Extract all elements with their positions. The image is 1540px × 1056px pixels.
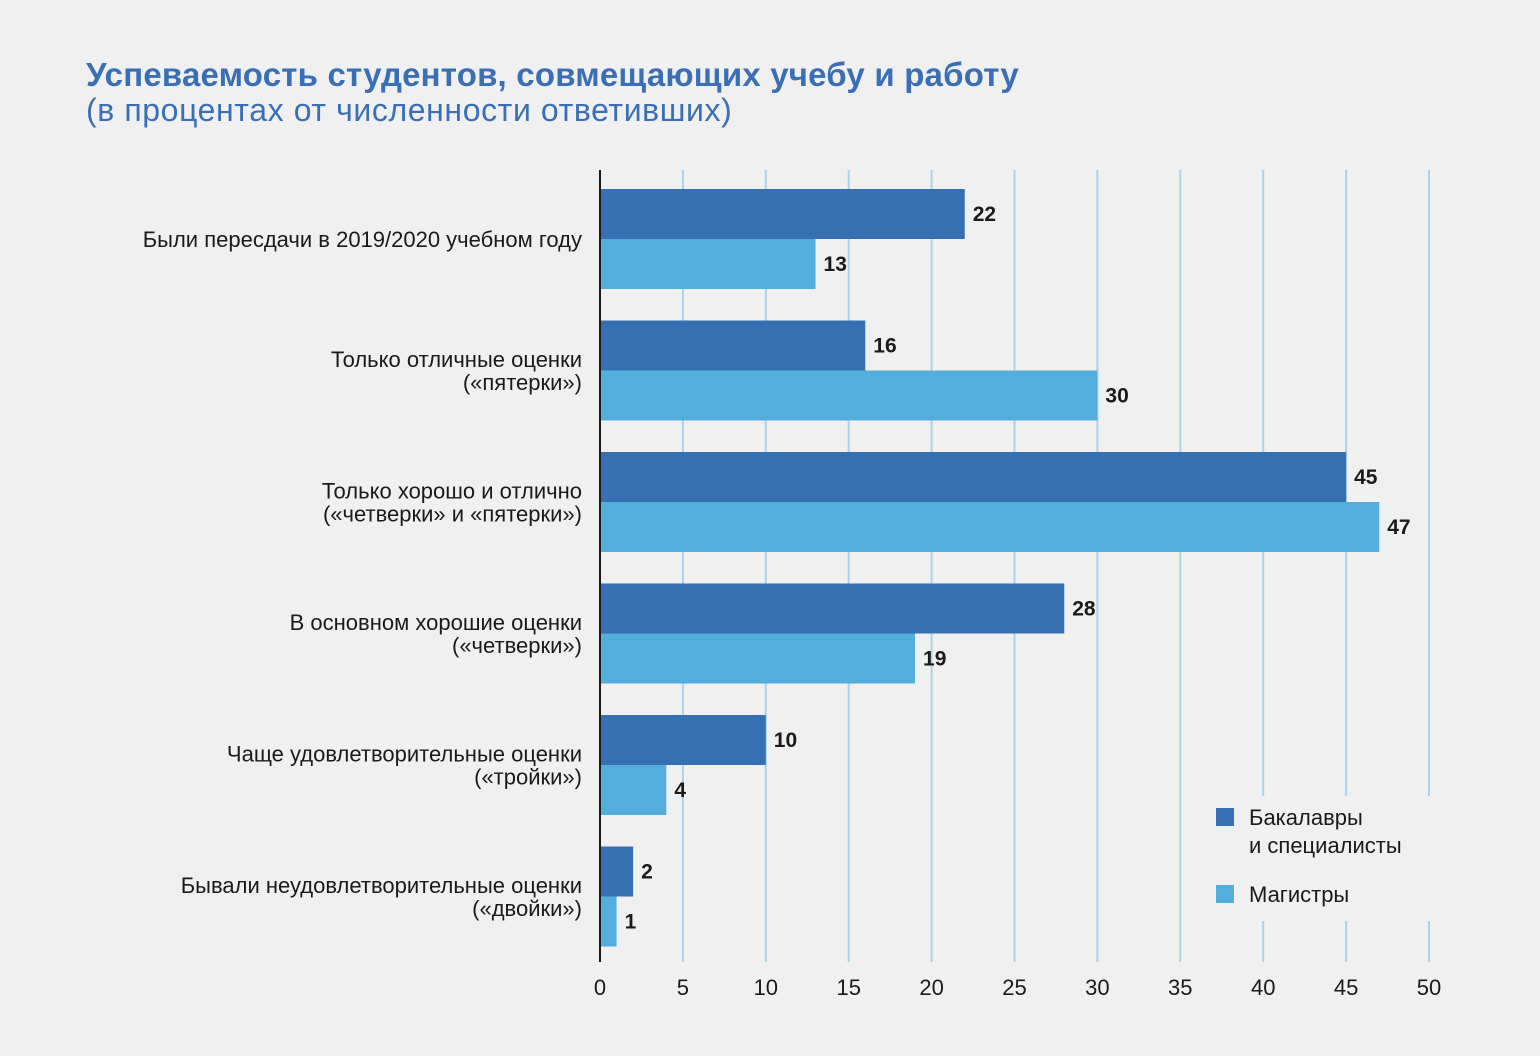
x-tick-label-25: 25	[1002, 975, 1026, 1000]
bar-masters-3	[600, 633, 916, 684]
legend-label-masters: Магистры	[1249, 882, 1349, 907]
value-label-bachelors-4: 10	[774, 729, 797, 752]
value-label-masters-1: 30	[1105, 385, 1128, 408]
x-tick-label-10: 10	[754, 975, 778, 1000]
category-label-5-line-1: («двойки»)	[472, 896, 582, 921]
bar-bachelors-5	[600, 846, 634, 897]
value-label-bachelors-1: 16	[873, 335, 896, 358]
value-label-bachelors-5: 2	[641, 861, 653, 884]
bar-bachelors-0	[600, 189, 965, 239]
bar-masters-1	[600, 370, 1098, 421]
value-label-bachelors-0: 22	[973, 203, 996, 226]
value-label-masters-2: 47	[1387, 516, 1410, 539]
legend-background	[1206, 796, 1446, 921]
value-label-bachelors-2: 45	[1354, 466, 1378, 489]
x-tick-label-35: 35	[1168, 975, 1192, 1000]
value-label-masters-3: 19	[923, 648, 946, 671]
bar-masters-0	[600, 239, 816, 289]
x-tick-label-45: 45	[1334, 975, 1358, 1000]
legend-label-bachelors-line-0: Бакалавры	[1249, 805, 1363, 830]
category-label-3-line-0: В основном хорошие оценки	[290, 610, 582, 635]
category-label-2-line-0: Только хорошо и отлично	[322, 479, 582, 504]
x-tick-label-30: 30	[1085, 975, 1109, 1000]
x-tick-label-5: 5	[677, 975, 689, 1000]
value-label-masters-4: 4	[674, 779, 686, 802]
x-tick-label-40: 40	[1251, 975, 1275, 1000]
chart-title: Успеваемость студентов, совмещающих учеб…	[86, 56, 1019, 93]
category-label-0: Были пересдачи в 2019/2020 учебном году	[143, 227, 582, 252]
legend-swatch-masters	[1216, 885, 1234, 903]
bar-bachelors-4	[600, 715, 766, 765]
bar-bachelors-1	[600, 320, 866, 371]
category-label-3-line-1: («четверки»)	[452, 633, 582, 658]
bar-masters-4	[600, 765, 667, 815]
x-tick-label-20: 20	[919, 975, 943, 1000]
legend-label-bachelors-line-1: и специалисты	[1249, 833, 1402, 858]
category-label-4-line-0: Чаще удовлетворительные оценки	[227, 742, 582, 767]
category-label-2-line-1: («четверки» и «пятерки»)	[323, 502, 582, 527]
x-tick-label-15: 15	[836, 975, 860, 1000]
x-tick-label-0: 0	[594, 975, 606, 1000]
x-tick-label-50: 50	[1417, 975, 1441, 1000]
bar-masters-2	[600, 502, 1380, 552]
bar-masters-5	[600, 896, 617, 947]
category-label-1-line-0: Только отличные оценки	[331, 347, 582, 372]
value-label-masters-0: 13	[824, 253, 847, 276]
bar-bachelors-2	[600, 452, 1347, 502]
value-label-masters-5: 1	[625, 911, 637, 934]
category-label-4-line-1: («тройки»)	[474, 765, 582, 790]
value-label-bachelors-3: 28	[1072, 598, 1096, 621]
bar-bachelors-3	[600, 583, 1065, 634]
legend-swatch-bachelors	[1216, 808, 1234, 826]
category-label-1-line-1: («пятерки»)	[463, 370, 582, 395]
chart-subtitle: (в процентах от численности ответивших)	[86, 92, 733, 128]
category-label-5-line-0: Бывали неудовлетворительные оценки	[181, 873, 582, 898]
